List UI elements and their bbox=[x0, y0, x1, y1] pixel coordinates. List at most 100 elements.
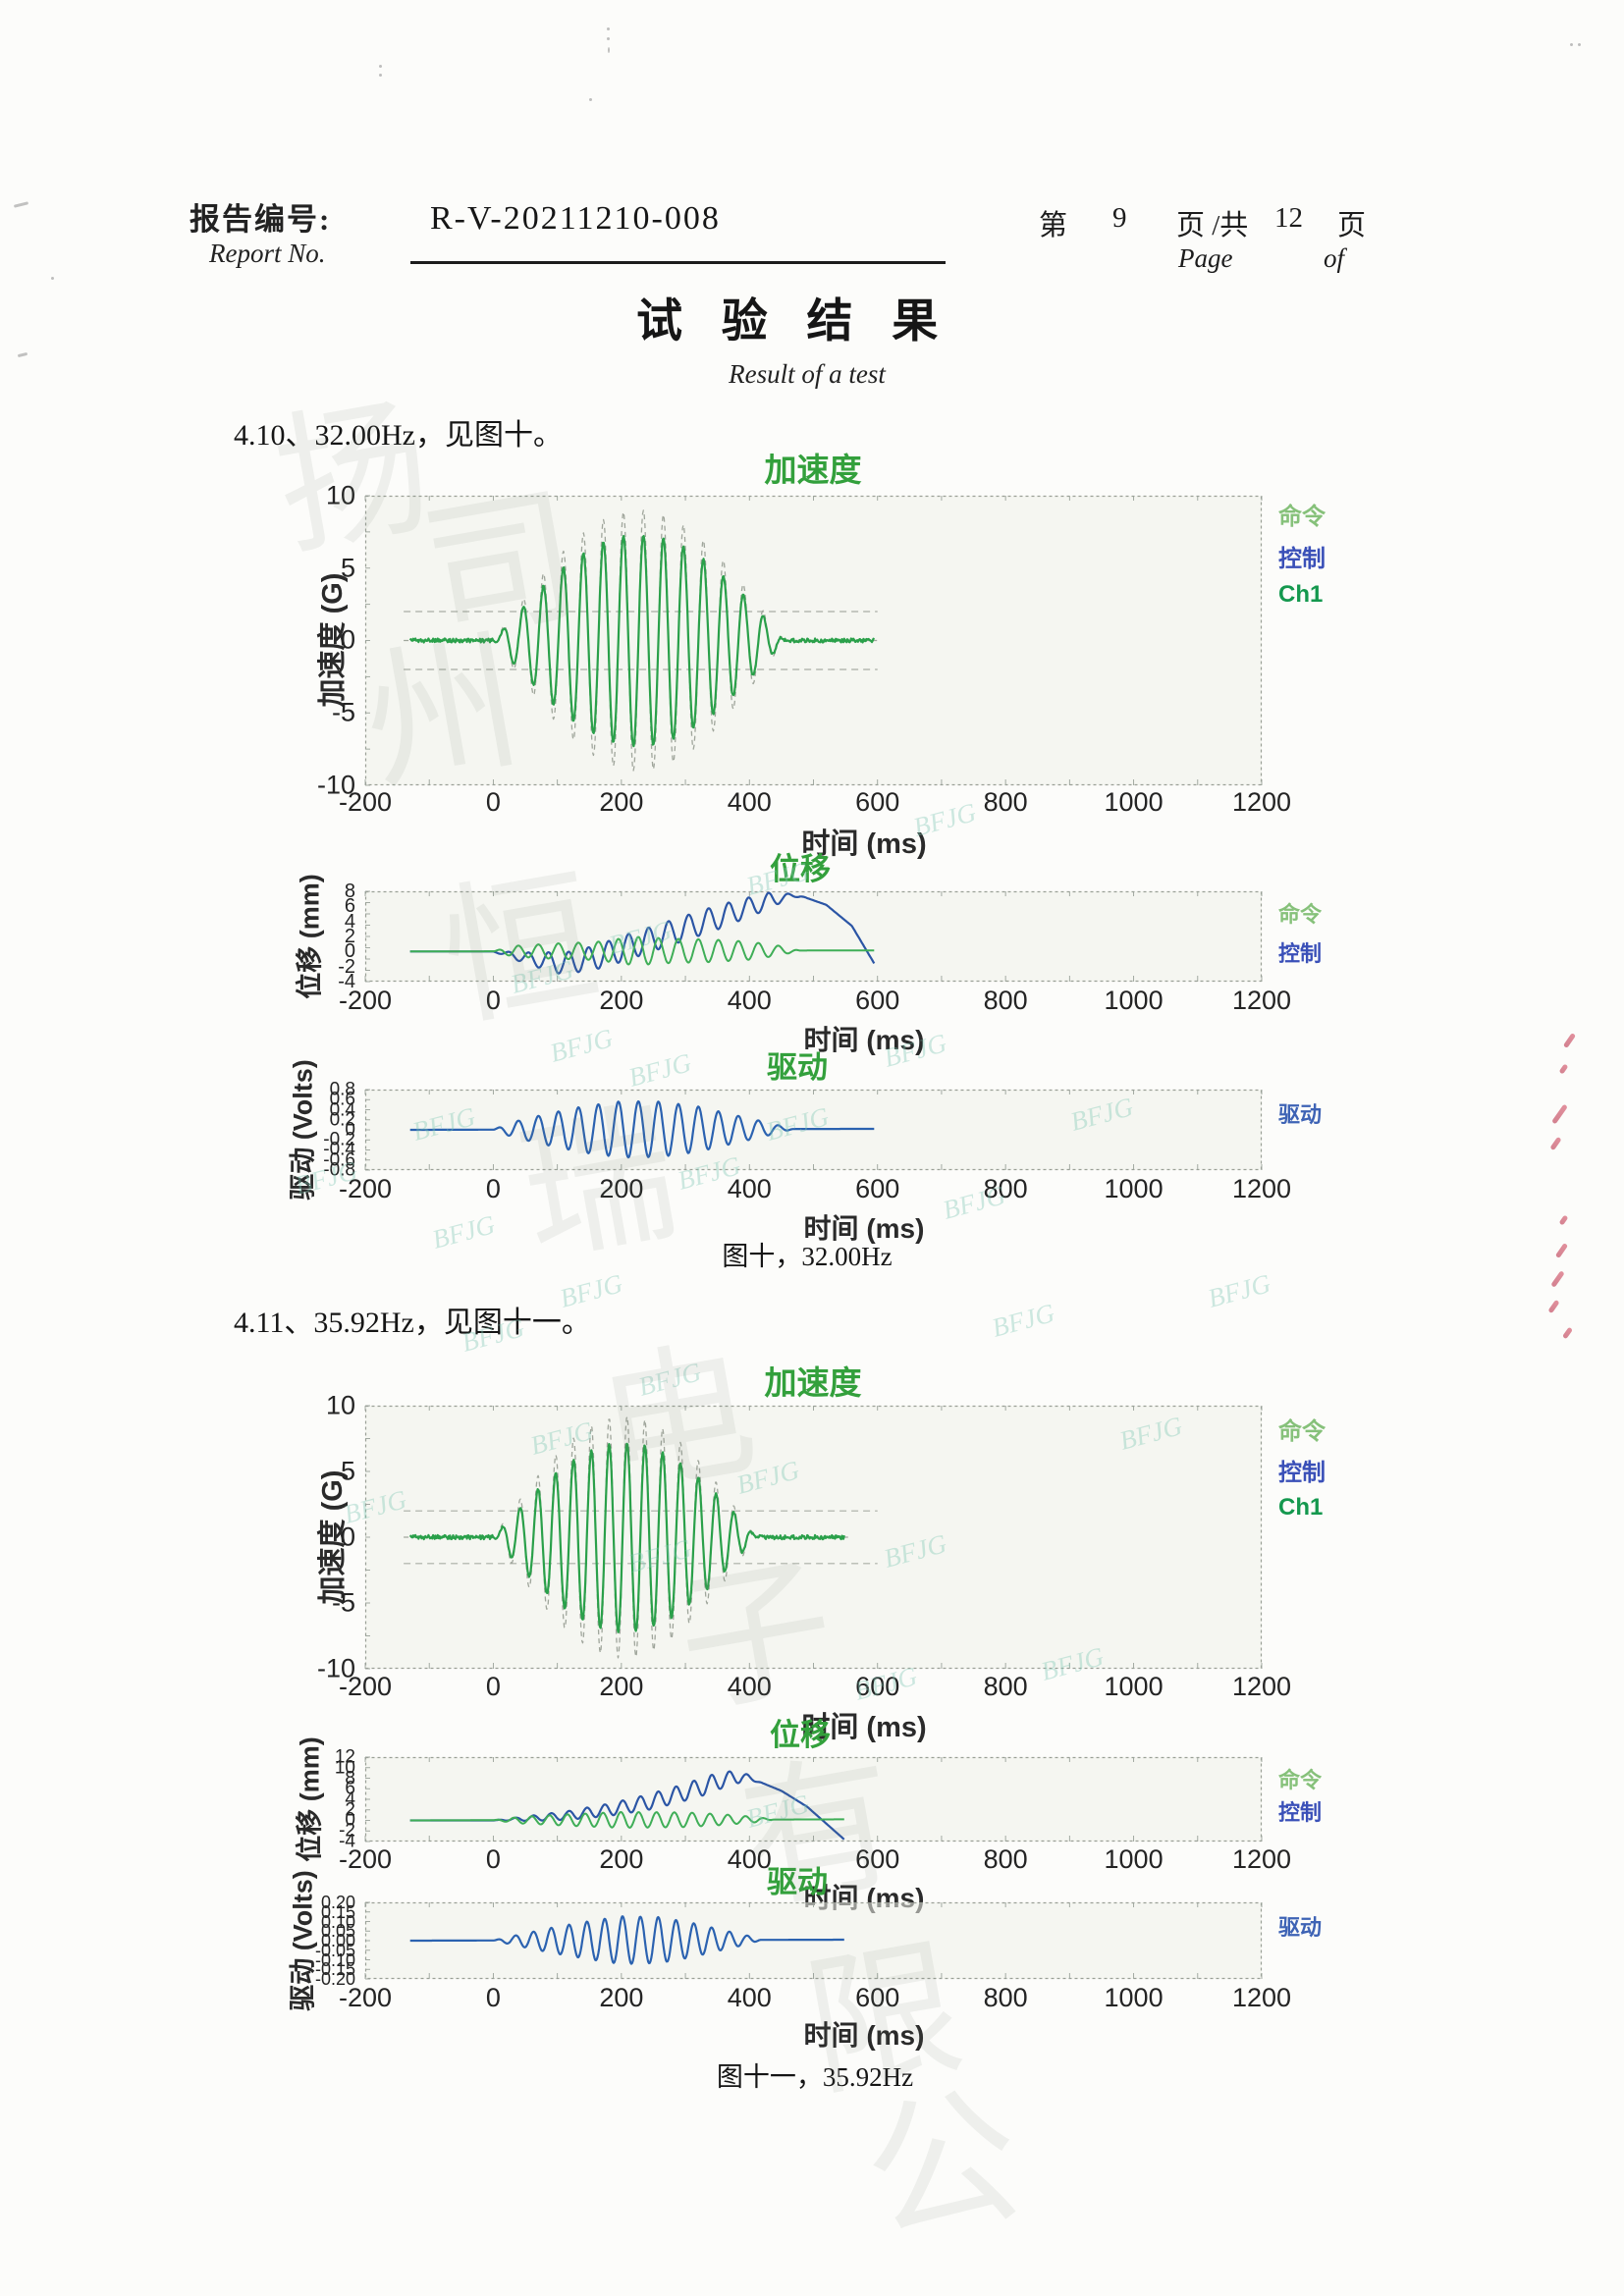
watermark-script: BFJG bbox=[989, 1298, 1058, 1343]
fig11-acceleration-title: 加速度 bbox=[764, 1364, 862, 1401]
fig10-displacement-ytick: 2 bbox=[344, 926, 355, 947]
section-4-10-heading: 4.10、32.00Hz，见图十。 bbox=[234, 419, 563, 452]
fig10-displacement-xtick: 1200 bbox=[1231, 986, 1292, 1015]
fig11-displacement-ytick: 0 bbox=[345, 1809, 355, 1831]
fig11-displacement-xtick: 800 bbox=[983, 1844, 1028, 1874]
fig10-acceleration-xtick: 800 bbox=[983, 787, 1028, 817]
report-no-label-zh: 报告编号: bbox=[189, 202, 332, 237]
fig11-acceleration-series-ch1-response bbox=[408, 1442, 845, 1633]
fig11-drive-xtick: 200 bbox=[599, 1983, 644, 2012]
red-ink-mark bbox=[1558, 1214, 1569, 1226]
fig10-displacement-xtick: 200 bbox=[599, 986, 644, 1015]
fig11-displacement-xtick: 1000 bbox=[1104, 1844, 1164, 1874]
fig10-drive-ytick: -0.2 bbox=[323, 1129, 355, 1150]
fig10-displacement-legend-命令: 命令 bbox=[1278, 902, 1323, 927]
fig10-drive-xtick: 800 bbox=[983, 1174, 1028, 1203]
fig11-drive-ylabel: 驱动 (Volts) bbox=[288, 1870, 318, 2011]
fig11-acceleration-xtick: 800 bbox=[983, 1672, 1028, 1701]
fig11-drive-ytick: 0.10 bbox=[320, 1912, 355, 1932]
fig10-displacement-ytick: -4 bbox=[338, 971, 355, 992]
scan-speck bbox=[607, 37, 610, 40]
fig11-drive-xtick: 600 bbox=[855, 1983, 900, 2012]
fig10-acceleration-legend-控制: 控制 bbox=[1278, 546, 1326, 572]
scan-speck bbox=[589, 98, 592, 101]
watermark-company-char: 瑞 bbox=[509, 1089, 689, 1282]
watermark-script: BFJG bbox=[1205, 1268, 1274, 1313]
fig10-displacement-ytick: 8 bbox=[344, 881, 355, 902]
fig10-displacement-ytick: -2 bbox=[338, 956, 355, 978]
fig10-drive-legend-驱动: 驱动 bbox=[1278, 1102, 1323, 1127]
fig10-acceleration-xtick: -200 bbox=[338, 787, 393, 817]
fig11-displacement-legend-命令: 命令 bbox=[1278, 1768, 1323, 1792]
page-total: 12 bbox=[1274, 202, 1303, 234]
fig10-acceleration-ytick: 10 bbox=[325, 480, 355, 510]
fig11-drive-ytick: -0.05 bbox=[314, 1941, 355, 1960]
fig11-acceleration-ytick: 5 bbox=[340, 1456, 355, 1486]
scan-speck bbox=[1570, 43, 1573, 46]
fig10-drive-xtick: 400 bbox=[727, 1174, 772, 1203]
fig11-displacement-title: 位移 bbox=[770, 1718, 831, 1752]
fig10-drive-ytick: 0.6 bbox=[329, 1089, 355, 1110]
fig10-acceleration-xtick: 1000 bbox=[1104, 787, 1164, 817]
fig10-drive-ytick: 0.2 bbox=[329, 1109, 355, 1131]
fig11-drive-ytick: 0.15 bbox=[320, 1902, 355, 1922]
fig10-acceleration-xtick: 0 bbox=[485, 787, 501, 817]
fig11-acceleration-ytick: -5 bbox=[331, 1587, 355, 1618]
page-number: 9 bbox=[1112, 202, 1127, 234]
page-subtitle: Result of a test bbox=[729, 359, 886, 389]
fig11-drive-ytick: -0.15 bbox=[314, 1959, 355, 1979]
fig11-displacement-xtick: 600 bbox=[855, 1844, 900, 1874]
report-no-value: R-V-20211210-008 bbox=[430, 200, 721, 237]
fig10-displacement-ytick: 6 bbox=[344, 895, 355, 917]
fig10-acceleration-plot bbox=[364, 495, 1263, 786]
fig11-displacement-ytick: 12 bbox=[334, 1746, 355, 1768]
fig11-acceleration-ytick: 10 bbox=[325, 1390, 355, 1420]
section-4-11-heading: 4.11、35.92Hz，见图十一。 bbox=[234, 1307, 591, 1339]
page-label-prefix: 第 bbox=[1039, 210, 1068, 241]
page-title: 试 验 结 果 bbox=[636, 296, 952, 347]
fig11-displacement-ytick: 10 bbox=[334, 1757, 355, 1779]
fig11-drive-xtick: -200 bbox=[338, 1983, 393, 2012]
page-label-mid: 页 /共 bbox=[1176, 210, 1249, 241]
fig11-acceleration-legend-Ch1: Ch1 bbox=[1278, 1494, 1324, 1521]
scan-speck bbox=[1578, 43, 1581, 46]
red-ink-mark bbox=[1549, 1136, 1562, 1151]
fig10-displacement-title: 位移 bbox=[770, 852, 831, 886]
fig10-drive-ytick: -0.8 bbox=[323, 1159, 355, 1181]
fig10-acceleration-ytick: 5 bbox=[340, 553, 355, 583]
fig10-displacement-xtick: 400 bbox=[727, 986, 772, 1015]
fig10-displacement-xtick: 0 bbox=[485, 986, 501, 1015]
fig11-displacement-xtick: 1200 bbox=[1231, 1844, 1292, 1874]
fig11-displacement-ytick: -2 bbox=[339, 1820, 355, 1842]
fig10-displacement-series-command bbox=[409, 935, 875, 966]
fig10-displacement-xlabel: 时间 (ms) bbox=[803, 1025, 925, 1055]
fig11-drive-ytick: -0.20 bbox=[314, 1969, 355, 1989]
fig10-drive-xtick: 1000 bbox=[1104, 1174, 1164, 1203]
fig10-acceleration-title: 加速度 bbox=[764, 452, 862, 488]
scan-speck bbox=[51, 277, 54, 280]
fig11-displacement-ytick: -4 bbox=[339, 1831, 355, 1852]
fig10-acceleration-xtick: 600 bbox=[855, 787, 900, 817]
red-ink-mark bbox=[1562, 1326, 1573, 1340]
fig10-drive-title: 驱动 bbox=[767, 1050, 828, 1085]
fig11-acceleration-xtick: 0 bbox=[485, 1672, 501, 1701]
scan-mark bbox=[17, 351, 28, 358]
fig10-drive-ytick: 0.8 bbox=[329, 1079, 355, 1100]
fig11-drive-ytick: -0.10 bbox=[314, 1950, 355, 1970]
fig10-drive-xtick: 600 bbox=[855, 1174, 900, 1203]
fig10-drive-ytick: 0 bbox=[345, 1119, 355, 1141]
fig10-acceleration-series-ch1-response bbox=[408, 534, 876, 748]
report-no-underline bbox=[410, 261, 946, 264]
fig10-displacement-xtick: -200 bbox=[338, 986, 393, 1015]
red-ink-mark bbox=[1551, 1103, 1568, 1125]
scan-speck bbox=[608, 47, 610, 53]
fig11-drive-legend-驱动: 驱动 bbox=[1278, 1915, 1323, 1940]
red-ink-mark bbox=[1550, 1270, 1565, 1288]
fig11-drive-xtick: 0 bbox=[485, 1983, 501, 2012]
fig11-displacement-ylabel: 位移 (mm) bbox=[295, 1736, 325, 1862]
watermark-script: BFJG bbox=[547, 1023, 617, 1068]
fig11-acceleration-xtick: 1000 bbox=[1104, 1672, 1164, 1701]
fig11-displacement-plot bbox=[364, 1756, 1263, 1842]
fig11-drive-ytick: 0.05 bbox=[320, 1921, 355, 1941]
fig11-drive-title: 驱动 bbox=[767, 1865, 828, 1899]
